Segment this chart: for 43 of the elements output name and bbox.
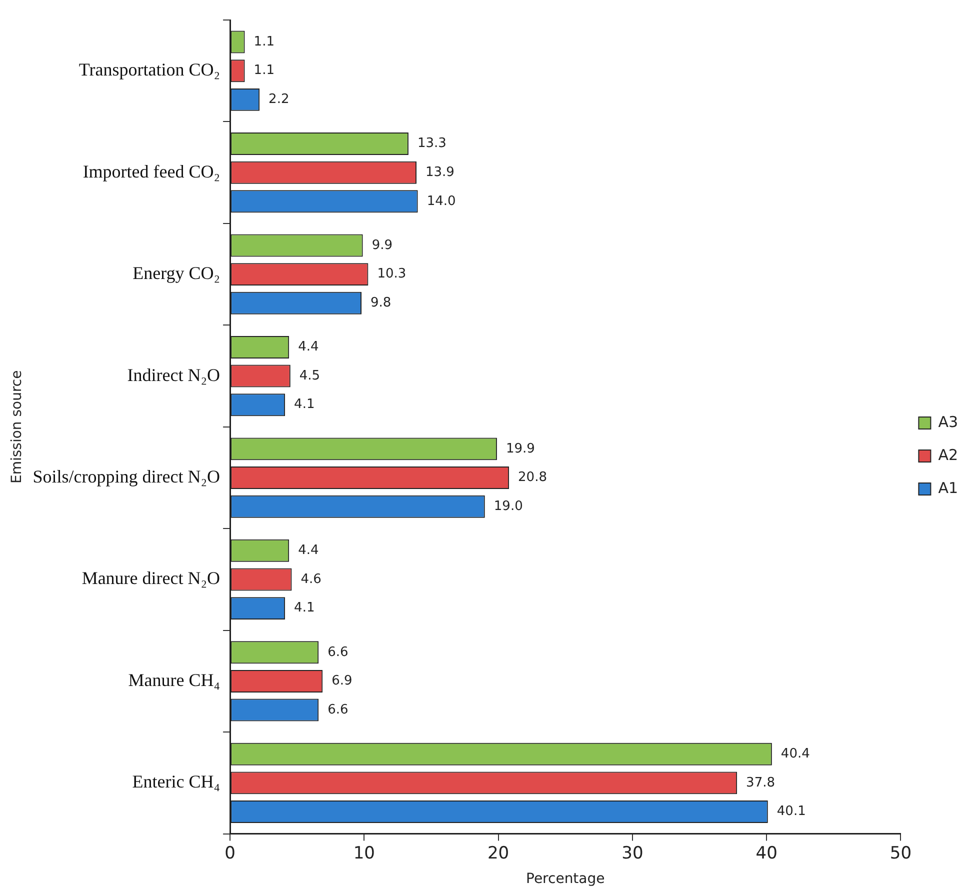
x-tick-label: 30 xyxy=(622,843,644,864)
data-label: 20.8 xyxy=(518,470,547,486)
data-label: 4.4 xyxy=(298,543,319,558)
y-tick-label: Transportation CO₂ xyxy=(78,60,220,80)
y-tick-label: Enteric CH₄ xyxy=(132,772,220,792)
y-tick-label: Soils/cropping direct N₂O xyxy=(32,466,220,486)
data-label: 4.1 xyxy=(294,397,315,412)
y-tick-label: Manure CH₄ xyxy=(128,670,220,690)
data-label: 37.8 xyxy=(746,775,776,790)
data-label: 9.8 xyxy=(370,296,392,311)
x-tick-label: 20 xyxy=(487,843,510,864)
y-axis-title: Emission source xyxy=(9,370,26,484)
x-tick-label: 50 xyxy=(890,843,912,864)
x-tick-label: 0 xyxy=(224,843,236,864)
y-tick-label: Energy CO₂ xyxy=(132,263,220,284)
data-label: 1.1 xyxy=(254,34,274,50)
data-label: 13.9 xyxy=(425,164,454,180)
data-label: 13.3 xyxy=(417,136,446,152)
data-label: 40.4 xyxy=(780,746,810,762)
y-tick-label: Indirect N₂O xyxy=(127,364,220,385)
data-label: 4.1 xyxy=(294,600,315,616)
data-label: 4.6 xyxy=(300,572,322,587)
data-label: 6.6 xyxy=(328,702,348,718)
data-label: 19.0 xyxy=(494,498,523,514)
x-tick-label: 40 xyxy=(756,843,778,864)
data-label: 4.5 xyxy=(299,368,320,384)
data-label: 14.0 xyxy=(426,194,456,209)
data-label: 19.9 xyxy=(506,441,535,456)
x-axis-title: Percentage xyxy=(526,871,605,888)
legend-label: A3 xyxy=(938,412,958,431)
data-label: 6.9 xyxy=(332,674,352,689)
data-label: 1.1 xyxy=(254,63,274,78)
y-tick-label: Imported feed CO₂ xyxy=(82,161,220,182)
legend-label: A1 xyxy=(938,478,958,497)
data-label: 9.9 xyxy=(372,238,393,253)
legend-label: A2 xyxy=(938,446,958,464)
data-label: 2.2 xyxy=(268,92,290,108)
data-label: 4.4 xyxy=(298,340,319,355)
data-label: 6.6 xyxy=(328,644,348,660)
data-label: 40.1 xyxy=(776,804,806,820)
y-tick-label: Manure direct N₂O xyxy=(82,568,220,588)
x-tick-label: 10 xyxy=(353,843,375,864)
data-label: 10.3 xyxy=(377,266,406,282)
